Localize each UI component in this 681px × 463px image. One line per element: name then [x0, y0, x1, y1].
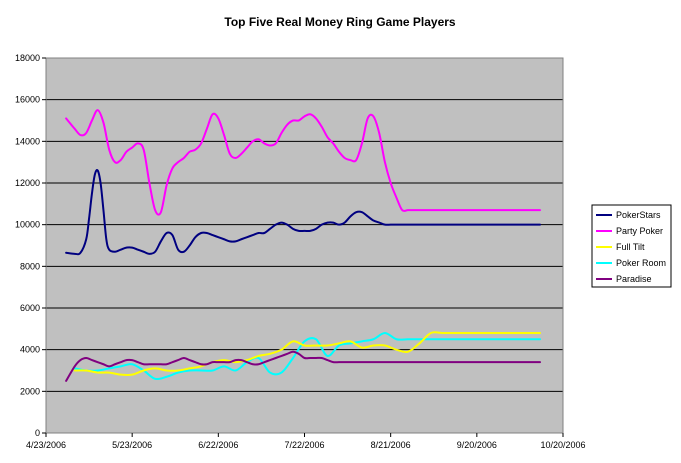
plot-area [46, 58, 563, 433]
y-tick-label: 12000 [15, 178, 40, 188]
series-line-paradise [65, 350, 542, 382]
chart-title: Top Five Real Money Ring Game Players [224, 15, 456, 29]
y-tick-label: 6000 [20, 303, 40, 313]
x-tick-label: 9/20/2006 [457, 440, 497, 450]
legend: PokerStars Party Poker Full Tilt Poker Room… [591, 204, 672, 288]
x-tick-label: 10/20/2006 [540, 440, 585, 450]
x-tick-label: 8/21/2006 [371, 440, 411, 450]
x-tick-label: 4/23/2006 [26, 440, 66, 450]
y-tick-label: 18000 [15, 53, 40, 63]
y-tick-label: 10000 [15, 220, 40, 230]
axes: 0 2000 4000 6000 8000 10000 12000 14000 16000 180… [15, 53, 586, 450]
x-tick-label: 7/22/2006 [284, 440, 324, 450]
legend-label: Full Tilt [616, 242, 645, 252]
legend-label: Poker Room [616, 258, 666, 268]
legend-label: PokerStars [616, 210, 661, 220]
x-tick-label: 5/23/2006 [112, 440, 152, 450]
y-tick-label: 4000 [20, 345, 40, 355]
legend-label: Paradise [616, 274, 652, 284]
y-tick-label: 14000 [15, 136, 40, 146]
y-tick-label: 16000 [15, 95, 40, 105]
y-tick-label: 8000 [20, 261, 40, 271]
y-tick-label: 0 [35, 428, 40, 438]
series-line-full-tilt [73, 331, 542, 377]
x-tick-label: 6/22/2006 [198, 440, 238, 450]
gridlines [46, 99, 563, 392]
y-tick-label: 2000 [20, 386, 40, 396]
legend-label: Party Poker [616, 226, 663, 236]
series-line-pokerstars [65, 169, 542, 256]
series-line-poker-room [73, 332, 542, 381]
series-lines [65, 109, 542, 382]
series-line-party-poker [65, 109, 542, 216]
